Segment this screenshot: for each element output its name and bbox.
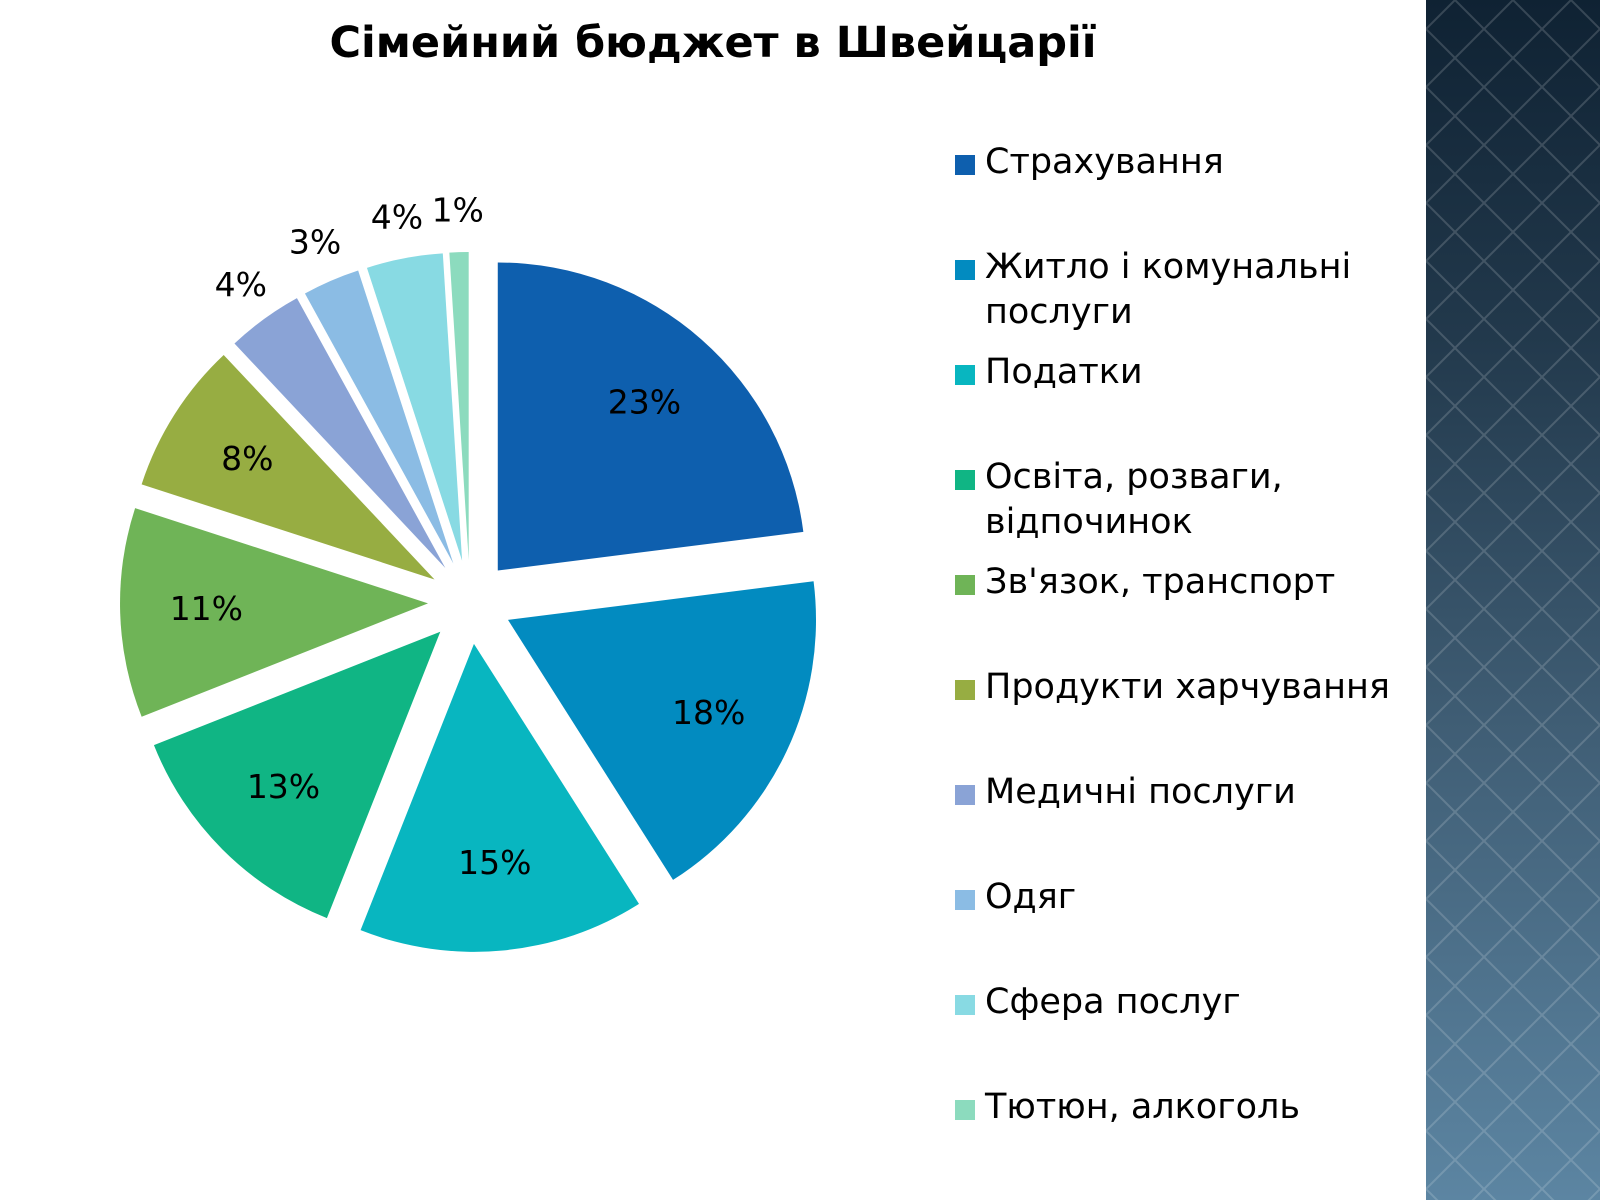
pie-slice-2 [508, 581, 817, 880]
legend-item-2: Житло і комунальні послуги [955, 245, 1415, 335]
legend-swatch-9 [955, 995, 975, 1015]
legend-label-9: Сфера послуг [985, 982, 1241, 1022]
legend-item-4: Освіта, розваги, відпочинок [955, 455, 1415, 545]
legend-item-3: Податки [955, 350, 1415, 395]
diamond-pattern-icon [1426, 0, 1600, 1200]
legend-swatch-10 [955, 1100, 975, 1120]
pie-data-labels: 23%18%15%13%11%8%4%3%4% 1% [170, 191, 746, 882]
pie-slice-9 [366, 253, 463, 561]
legend-label-6: Продукти харчування [985, 667, 1390, 707]
legend-swatch-2 [955, 260, 975, 280]
data-label-1: 23% [608, 383, 681, 422]
pie-slice-6 [141, 354, 435, 580]
pie-slice-4 [153, 631, 441, 919]
pie-slice-5 [120, 508, 429, 717]
pie-chart: 23%18%15%13%11%8%4%3%4% 1% [120, 191, 817, 952]
data-label-3: 15% [458, 843, 531, 882]
pie-slice-1 [497, 262, 804, 571]
legend-label-4: Освіта, розваги, відпочинок [985, 457, 1283, 542]
legend-label-3: Податки [985, 352, 1143, 392]
legend-swatch-6 [955, 680, 975, 700]
legend-label-5: Зв'язок, транспорт [985, 562, 1336, 602]
legend-label-1: Страхування [985, 142, 1224, 182]
chart-title: Сімейний бюджет в Швейцарії [329, 18, 1097, 68]
pie-slice-10 [449, 252, 469, 561]
legend-item-7: Медичні послуги [955, 770, 1415, 815]
pie-slice-7 [234, 298, 446, 569]
data-label-10: 1% [432, 191, 484, 230]
legend-swatch-1 [955, 155, 975, 175]
legend-item-5: Зв'язок, транспорт [955, 560, 1415, 605]
legend-swatch-7 [955, 785, 975, 805]
pie-slice-3 [360, 643, 639, 952]
data-label-4: 13% [247, 767, 320, 806]
legend-swatch-4 [955, 470, 975, 490]
data-label-7: 4% [215, 265, 267, 304]
legend-item-6: Продукти харчування [955, 665, 1415, 710]
legend-label-10: Тютюн, алкоголь [985, 1087, 1300, 1127]
legend-swatch-3 [955, 365, 975, 385]
legend-swatch-5 [955, 575, 975, 595]
data-label-9: 4% [371, 197, 423, 236]
legend-label-8: Одяг [985, 877, 1077, 917]
data-label-2: 18% [672, 693, 745, 732]
pie-slices [120, 252, 817, 952]
decorative-side-panel [1426, 0, 1600, 1200]
legend-swatch-8 [955, 890, 975, 910]
data-label-5: 11% [170, 589, 243, 628]
legend-item-10: Тютюн, алкоголь [955, 1085, 1415, 1130]
data-label-6: 8% [221, 439, 273, 478]
data-label-8: 3% [289, 223, 341, 262]
legend-item-1: Страхування [955, 140, 1415, 185]
legend-item-9: Сфера послуг [955, 980, 1415, 1025]
legend-item-8: Одяг [955, 875, 1415, 920]
legend-label-2: Житло і комунальні послуги [985, 247, 1352, 332]
legend-label-7: Медичні послуги [985, 772, 1296, 812]
pie-slice-8 [304, 270, 454, 564]
